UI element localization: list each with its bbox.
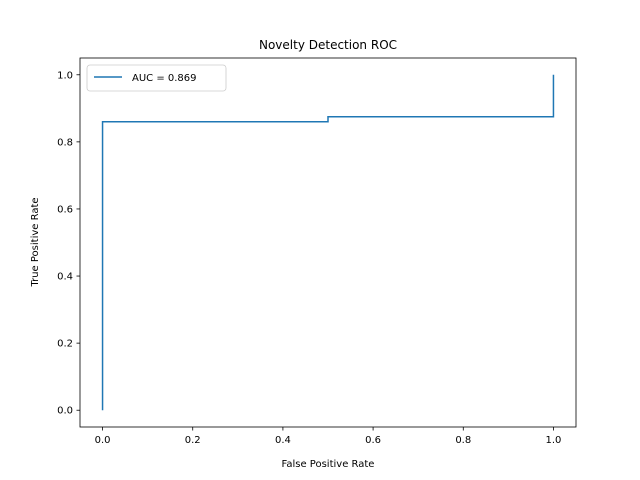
plot-background (80, 58, 576, 427)
x-tick-label: 0.8 (455, 435, 471, 446)
roc-curve-line (101, 74, 555, 411)
chart-title: Novelty Detection ROC (259, 38, 397, 52)
x-axis-label: False Positive Rate (282, 459, 375, 470)
x-tick-label: 1.0 (546, 435, 562, 446)
x-axis-ticks: 0.0 0.2 0.4 0.6 0.8 1.0 (95, 427, 562, 446)
y-tick-label: 0.0 (57, 406, 73, 417)
x-tick-label: 0.4 (275, 435, 291, 446)
legend-label: AUC = 0.869 (132, 73, 197, 84)
plot-area (79, 57, 577, 428)
x-tick-label: 0.0 (95, 435, 111, 446)
y-tick-label: 1.0 (57, 70, 73, 81)
legend: AUC = 0.869 (86, 64, 227, 92)
y-tick-label: 0.2 (57, 339, 73, 350)
y-tick-label: 0.6 (57, 204, 73, 215)
series-layer (101, 74, 555, 411)
legend-box (86, 64, 227, 92)
x-tick-label: 0.2 (185, 435, 201, 446)
y-tick-label: 0.4 (57, 272, 73, 283)
y-tick-label: 0.8 (57, 137, 73, 148)
y-axis-ticks: 0.0 0.2 0.4 0.6 0.8 1.0 (57, 70, 80, 417)
x-tick-label: 0.6 (365, 435, 381, 446)
y-axis-label: True Positive Rate (30, 197, 41, 287)
axes-frame (79, 57, 577, 428)
